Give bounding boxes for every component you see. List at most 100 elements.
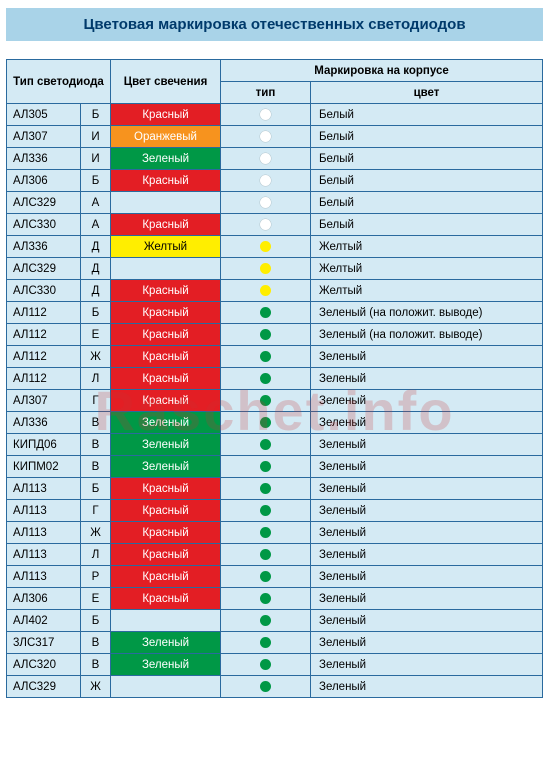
dot-icon — [260, 417, 271, 428]
cell-led-type: АЛ307 — [7, 390, 81, 412]
cell-mark-dot — [221, 500, 311, 522]
cell-letter: В — [81, 632, 111, 654]
table-row: АЛ112ЖКрасныйЗеленый — [7, 346, 543, 368]
cell-glow-color — [111, 676, 221, 698]
page-title: Цветовая маркировка отечественных светод… — [6, 8, 543, 41]
cell-mark-label: Зеленый — [311, 610, 543, 632]
cell-mark-label: Белый — [311, 192, 543, 214]
cell-glow-color: Красный — [111, 544, 221, 566]
cell-letter: Ж — [81, 522, 111, 544]
cell-mark-label: Зеленый (на положит. выводе) — [311, 302, 543, 324]
cell-letter: Б — [81, 610, 111, 632]
table-header: Тип светодиода Цвет свечения Маркировка … — [7, 60, 543, 104]
cell-letter: А — [81, 192, 111, 214]
cell-mark-label: Белый — [311, 126, 543, 148]
dot-icon — [260, 395, 271, 406]
cell-led-type: КИПМ02 — [7, 456, 81, 478]
cell-mark-label: Зеленый — [311, 588, 543, 610]
cell-mark-label: Желтый — [311, 236, 543, 258]
cell-mark-label: Зеленый — [311, 676, 543, 698]
cell-mark-dot — [221, 632, 311, 654]
table-row: КИПМ02ВЗеленыйЗеленый — [7, 456, 543, 478]
cell-mark-label: Зеленый — [311, 456, 543, 478]
dot-icon — [260, 329, 271, 340]
table-row: АЛ113БКрасныйЗеленый — [7, 478, 543, 500]
cell-mark-dot — [221, 566, 311, 588]
cell-mark-dot — [221, 214, 311, 236]
cell-letter: Ж — [81, 676, 111, 698]
dot-icon — [260, 681, 271, 692]
cell-mark-dot — [221, 148, 311, 170]
cell-letter: Б — [81, 302, 111, 324]
cell-led-type: АЛС330 — [7, 280, 81, 302]
dot-icon — [260, 263, 271, 274]
cell-led-type: АЛ113 — [7, 522, 81, 544]
dot-icon — [260, 175, 271, 186]
cell-mark-label: Белый — [311, 104, 543, 126]
cell-glow-color: Красный — [111, 390, 221, 412]
table-row: АЛС329АБелый — [7, 192, 543, 214]
cell-mark-dot — [221, 390, 311, 412]
cell-letter: Ж — [81, 346, 111, 368]
cell-led-type: АЛ113 — [7, 478, 81, 500]
cell-mark-dot — [221, 192, 311, 214]
table-row: АЛС330АКрасныйБелый — [7, 214, 543, 236]
cell-glow-color: Зеленый — [111, 434, 221, 456]
table-row: АЛС329Ж Зеленый — [7, 676, 543, 698]
table-row: АЛ306БКрасныйБелый — [7, 170, 543, 192]
led-table: Тип светодиода Цвет свечения Маркировка … — [6, 59, 543, 698]
cell-mark-dot — [221, 434, 311, 456]
table-row: АЛС320ВЗеленыйЗеленый — [7, 654, 543, 676]
dot-icon — [260, 461, 271, 472]
header-marking: Маркировка на корпусе — [221, 60, 543, 82]
dot-icon — [260, 483, 271, 494]
cell-mark-label: Зеленый — [311, 654, 543, 676]
cell-mark-dot — [221, 302, 311, 324]
cell-glow-color: Красный — [111, 566, 221, 588]
cell-mark-dot — [221, 324, 311, 346]
cell-glow-color: Красный — [111, 522, 221, 544]
cell-letter: Г — [81, 500, 111, 522]
table-body: АЛ305БКрасныйБелыйАЛ307ИОранжевыйБелыйАЛ… — [7, 104, 543, 698]
cell-mark-dot — [221, 236, 311, 258]
cell-letter: В — [81, 412, 111, 434]
cell-mark-dot — [221, 478, 311, 500]
table-row: АЛС330ДКрасныйЖелтый — [7, 280, 543, 302]
cell-mark-label: Зеленый — [311, 522, 543, 544]
dot-icon — [260, 153, 271, 164]
dot-icon — [260, 219, 271, 230]
cell-letter: Л — [81, 368, 111, 390]
dot-icon — [260, 549, 271, 560]
cell-letter: В — [81, 434, 111, 456]
cell-letter: Е — [81, 324, 111, 346]
cell-letter: Б — [81, 170, 111, 192]
cell-glow-color: Красный — [111, 324, 221, 346]
table-row: АЛ336ДЖелтыйЖелтый — [7, 236, 543, 258]
cell-mark-label: Зеленый — [311, 412, 543, 434]
table-row: АЛ306ЕКрасныйЗеленый — [7, 588, 543, 610]
dot-icon — [260, 439, 271, 450]
cell-led-type: АЛ112 — [7, 346, 81, 368]
cell-led-type: АЛС330 — [7, 214, 81, 236]
header-mark-type: тип — [221, 82, 311, 104]
cell-glow-color: Зеленый — [111, 412, 221, 434]
cell-glow-color: Красный — [111, 500, 221, 522]
cell-mark-label: Зеленый (на положит. выводе) — [311, 324, 543, 346]
cell-letter: Д — [81, 236, 111, 258]
cell-led-type: АЛ307 — [7, 126, 81, 148]
table-row: 3ЛС317ВЗеленыйЗеленый — [7, 632, 543, 654]
cell-led-type: АЛ305 — [7, 104, 81, 126]
cell-mark-dot — [221, 368, 311, 390]
cell-mark-dot — [221, 170, 311, 192]
cell-led-type: АЛ306 — [7, 588, 81, 610]
table-row: АЛ112ЕКрасныйЗеленый (на положит. выводе… — [7, 324, 543, 346]
cell-led-type: АЛС329 — [7, 676, 81, 698]
cell-mark-label: Зеленый — [311, 368, 543, 390]
cell-glow-color: Красный — [111, 368, 221, 390]
cell-mark-label: Желтый — [311, 280, 543, 302]
cell-mark-dot — [221, 588, 311, 610]
table-row: АЛ112БКрасныйЗеленый (на положит. выводе… — [7, 302, 543, 324]
dot-icon — [260, 285, 271, 296]
table-row: АЛ112ЛКрасныйЗеленый — [7, 368, 543, 390]
cell-glow-color: Красный — [111, 214, 221, 236]
